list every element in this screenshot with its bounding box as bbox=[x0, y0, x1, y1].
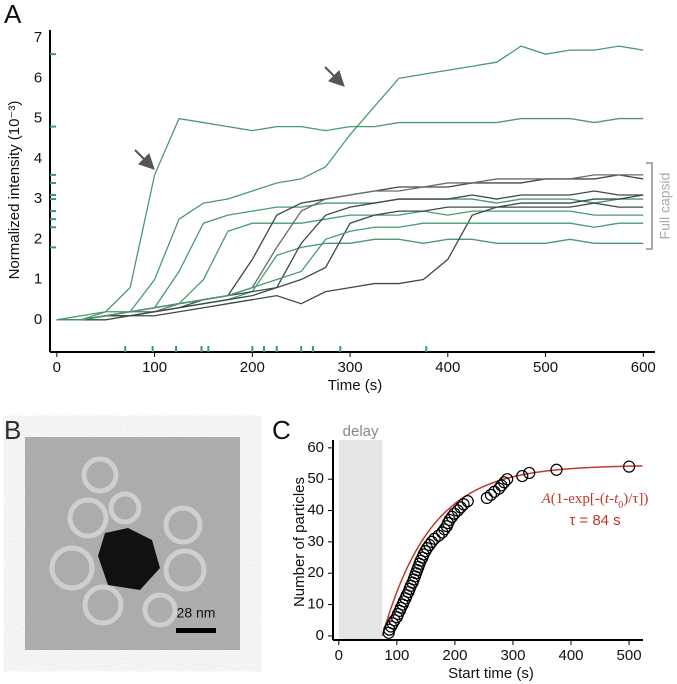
point bbox=[461, 495, 474, 508]
scale-bar-label: 28 nm bbox=[177, 605, 216, 621]
y-tick-label: 1 bbox=[34, 271, 42, 288]
arrow bbox=[134, 149, 155, 170]
point bbox=[417, 548, 430, 561]
x-tick-label: 100 bbox=[384, 647, 409, 664]
panel-label: A bbox=[4, 0, 22, 29]
trace bbox=[56, 190, 644, 321]
delay-label: delay bbox=[343, 423, 379, 440]
point bbox=[388, 614, 401, 627]
annotation: Full capsid bbox=[657, 173, 673, 240]
arrow bbox=[324, 66, 345, 87]
y-axis-label: Normalized intensity (10⁻³) bbox=[6, 101, 23, 280]
trace bbox=[56, 117, 644, 321]
x-tick-label: 600 bbox=[631, 359, 656, 376]
point bbox=[457, 498, 470, 511]
y-tick-label: 60 bbox=[307, 439, 324, 456]
point bbox=[445, 510, 459, 523]
point bbox=[441, 516, 455, 530]
point bbox=[501, 473, 514, 486]
x-tick-label: 300 bbox=[338, 359, 363, 376]
y-tick-label: 0 bbox=[34, 311, 42, 328]
fit-result: τ = 84 s bbox=[569, 512, 620, 529]
point bbox=[448, 507, 461, 520]
trace bbox=[56, 174, 644, 321]
point bbox=[622, 460, 636, 473]
point bbox=[443, 513, 456, 527]
point bbox=[428, 532, 441, 545]
point bbox=[484, 488, 498, 501]
trace bbox=[56, 210, 644, 321]
x-tick-label: 200 bbox=[442, 647, 467, 664]
trace bbox=[56, 194, 644, 321]
x-tick-label: 0 bbox=[335, 647, 343, 664]
point bbox=[516, 469, 529, 483]
y-tick-label: 10 bbox=[307, 596, 324, 613]
x-tick-label: 500 bbox=[617, 647, 642, 664]
x-tick-label: 200 bbox=[240, 359, 265, 376]
y-tick-label: 5 bbox=[34, 110, 42, 127]
point bbox=[498, 476, 511, 489]
panel-label: C bbox=[272, 415, 291, 445]
point bbox=[451, 504, 464, 517]
y-tick-label: 50 bbox=[307, 470, 324, 487]
point bbox=[383, 623, 396, 636]
x-tick-label: 0 bbox=[53, 359, 61, 376]
x-axis-label: Start time (s) bbox=[448, 665, 534, 682]
y-tick-label: 7 bbox=[34, 29, 42, 46]
y-axis-label: Number of particles bbox=[291, 477, 308, 607]
x-tick-label: 300 bbox=[500, 647, 525, 664]
point bbox=[480, 491, 493, 505]
y-tick-label: 20 bbox=[307, 564, 324, 581]
point bbox=[425, 535, 438, 548]
trace bbox=[56, 222, 644, 321]
y-tick-label: 6 bbox=[34, 69, 42, 86]
point bbox=[436, 526, 449, 539]
fit-equation-part: t bbox=[614, 491, 619, 507]
x-tick-label: 400 bbox=[558, 647, 583, 664]
point bbox=[550, 463, 563, 476]
point bbox=[495, 479, 508, 492]
point bbox=[384, 620, 398, 633]
micrograph bbox=[25, 437, 240, 650]
x-tick-label: 100 bbox=[142, 359, 167, 376]
point bbox=[419, 545, 432, 558]
trace bbox=[56, 238, 644, 321]
fit-equation-part: A bbox=[541, 491, 552, 507]
bracket bbox=[646, 162, 653, 250]
fit-equation-part: 0 bbox=[618, 500, 623, 511]
x-tick-label: 400 bbox=[435, 359, 460, 376]
fit-equation: A(1-exp[-(t-t0)/τ]) bbox=[541, 491, 649, 510]
x-tick-label: 500 bbox=[533, 359, 558, 376]
trace bbox=[56, 45, 644, 321]
y-tick-label: 0 bbox=[316, 627, 324, 644]
point bbox=[420, 542, 434, 555]
delay-region bbox=[338, 440, 383, 640]
fit-equation-part: (1-exp[-( bbox=[551, 491, 605, 507]
point bbox=[523, 466, 536, 480]
y-tick-label: 2 bbox=[34, 230, 42, 247]
trace bbox=[56, 202, 644, 321]
y-tick-label: 4 bbox=[34, 150, 42, 167]
point bbox=[386, 617, 399, 630]
fit-equation-part: )/τ]) bbox=[623, 491, 648, 507]
fit-equation-part: t bbox=[605, 491, 610, 507]
panel-label: B bbox=[4, 415, 21, 445]
point bbox=[454, 501, 467, 514]
trace bbox=[56, 174, 644, 321]
x-axis-label: Time (s) bbox=[328, 377, 382, 394]
point bbox=[438, 523, 451, 536]
y-tick-label: 3 bbox=[34, 190, 42, 207]
y-tick-label: 40 bbox=[307, 502, 324, 519]
y-tick-label: 30 bbox=[307, 533, 324, 550]
fit-equation-part: - bbox=[609, 491, 614, 507]
